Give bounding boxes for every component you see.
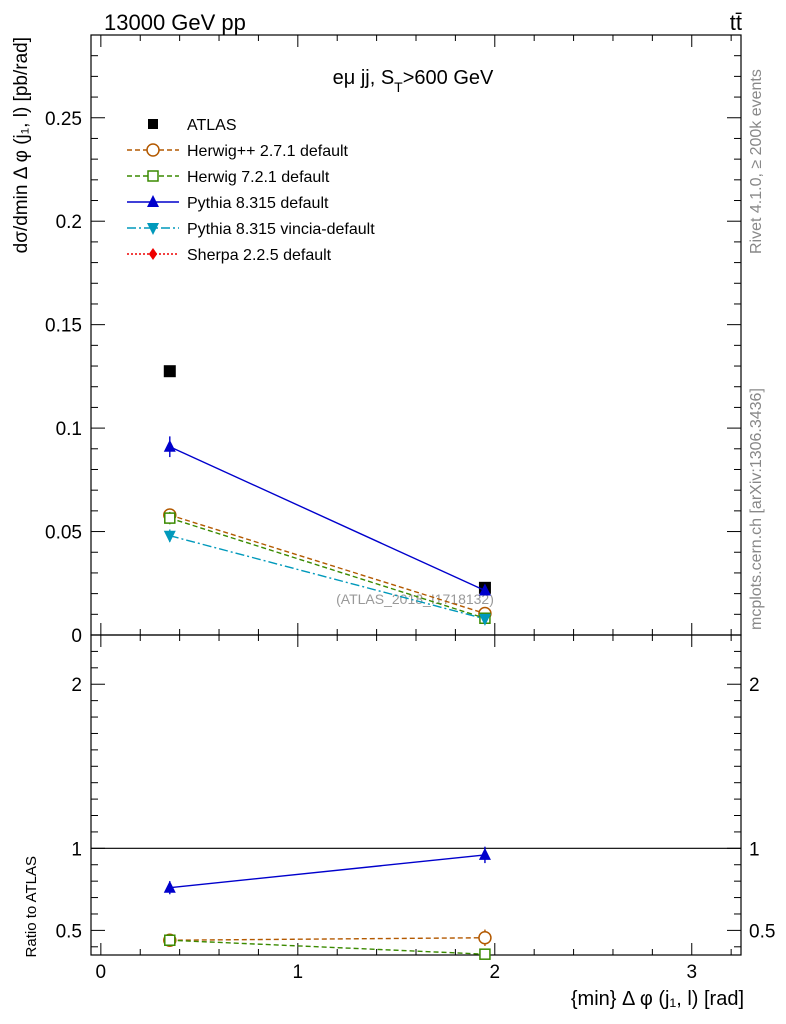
y-axis-label: dσ/dmin Δ φ (j₁, l) [pb/rad] [11, 37, 32, 253]
y-tick-label: 0.2 [56, 212, 82, 233]
ratio-tick-label-left: 0.5 [56, 921, 82, 942]
legend-item-sherpa: Sherpa 2.2.5 default [127, 247, 332, 264]
legend-marker [148, 119, 158, 129]
legend-label: Herwig++ 2.7.1 default [187, 143, 349, 160]
x-tick-label: 1 [293, 962, 304, 983]
title-main: eμ jj, S [333, 67, 395, 89]
legend-marker [147, 195, 159, 207]
x-tick-label: 0 [96, 962, 107, 983]
process-label: tt̄ [730, 10, 742, 35]
legend-marker [147, 223, 159, 235]
pythia-line [169, 446, 486, 592]
rivet-version-label: Rivet 4.1.0, ≥ 200k events [748, 69, 765, 254]
x-axis-label: {min} Δ φ (j₁, l) [rad] [571, 988, 744, 1010]
y-tick-label: 0.25 [45, 109, 82, 130]
series-herwig7 [164, 511, 491, 960]
series-herwigpp [163, 508, 492, 947]
legend-marker [148, 248, 158, 260]
herwigpp-line [169, 514, 486, 615]
ratio-axis-label: Ratio to ATLAS [23, 856, 40, 957]
y-tick-label: 0.05 [45, 523, 82, 544]
series-pythia [163, 436, 491, 895]
pythia-ratio-point [478, 847, 491, 860]
legend-item-herwig7: Herwig 7.2.1 default [127, 169, 330, 186]
legend-marker [147, 170, 159, 182]
herwigpp-ratio-line [169, 937, 485, 941]
ratio-tick-label-right: 0.5 [749, 921, 775, 942]
y-tick-label: 0 [71, 626, 82, 647]
herwig7-ratio-point [479, 948, 491, 960]
x-tick-label: 3 [686, 962, 697, 983]
legend-label: ATLAS [187, 117, 237, 134]
mcplots-label: mcplots.cern.ch [arXiv:1306.3436] [748, 388, 765, 630]
title-subscript: T [394, 79, 403, 95]
axis-tick-labels: 0 1 2 3 0 0.05 0.1 0.15 0.2 0.25 0.5 0.5 1 1 2 2 [45, 109, 775, 983]
legend-item-herwigpp: Herwig++ 2.7.1 default [127, 143, 349, 160]
vincia-point [163, 530, 176, 543]
pythia-point [478, 583, 491, 596]
analysis-watermark: (ATLAS_2018_I1718132) [336, 591, 494, 607]
legend-label: Pythia 8.315 vincia-default [187, 221, 375, 238]
series-layer [163, 365, 492, 960]
herwig7-line [169, 517, 486, 619]
herwig7-ratio-line [169, 939, 485, 955]
herwig7-point [164, 512, 176, 524]
ratio-tick-label-right: 2 [749, 675, 760, 696]
y-tick-label: 0.15 [45, 316, 82, 337]
energy-label: 13000 GeV pp [104, 10, 246, 35]
ratio-tick-label-right: 1 [749, 839, 760, 860]
legend-item-pythia: Pythia 8.315 default [127, 195, 329, 212]
vincia-point [478, 613, 491, 626]
series-vincia [163, 529, 491, 626]
ratio-tick-label-left: 1 [71, 839, 82, 860]
pythia-ratio-line [169, 854, 486, 889]
y-tick-label: 0.1 [56, 419, 82, 440]
series-atlas [163, 365, 491, 594]
vincia-line [169, 535, 486, 620]
legend-label: Sherpa 2.2.5 default [187, 247, 332, 264]
herwig7-ratio-point [164, 934, 176, 946]
pythia-ratio-point [163, 880, 176, 893]
chart-title: eμ jj, ST>600 GeV [333, 67, 494, 95]
atlas-point [163, 365, 176, 378]
x-tick-label: 2 [489, 962, 500, 983]
ratio-tick-label-left: 2 [71, 675, 82, 696]
legend-label: Pythia 8.315 default [187, 195, 329, 212]
legend: ATLAS Herwig++ 2.7.1 default Herwig 7.2.1 … [127, 117, 375, 264]
pythia-point [163, 439, 176, 452]
ratio-plot-frame [90, 634, 742, 956]
legend-marker [146, 143, 160, 157]
title-tail: >600 GeV [403, 67, 494, 89]
legend-item-vincia: Pythia 8.315 vincia-default [127, 221, 375, 238]
legend-label: Herwig 7.2.1 default [187, 169, 330, 186]
legend-item-atlas: ATLAS [148, 117, 237, 134]
herwigpp-ratio-point [478, 931, 492, 945]
